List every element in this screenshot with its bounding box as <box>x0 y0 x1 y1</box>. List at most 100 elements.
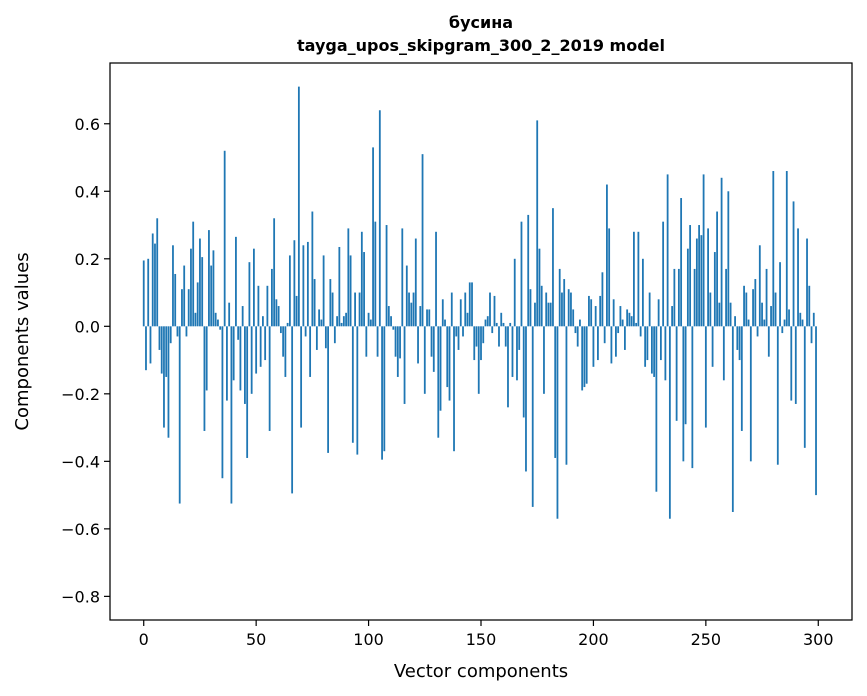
bar-80 <box>322 255 325 327</box>
bar-251 <box>707 228 709 327</box>
bar-120 <box>412 292 415 327</box>
bar-42 <box>237 326 240 340</box>
bar-172 <box>529 289 532 327</box>
bar-106 <box>381 326 383 460</box>
bar-264 <box>736 326 739 350</box>
bar-71 <box>302 245 305 327</box>
bar-166 <box>516 326 518 381</box>
bar-282 <box>776 326 779 465</box>
bar-52 <box>259 326 262 367</box>
bar-26 <box>201 257 204 327</box>
bar-268 <box>745 292 748 327</box>
bar-100 <box>367 312 370 327</box>
bar-235 <box>671 306 674 327</box>
bar-250 <box>704 326 707 428</box>
bar-125 <box>423 326 426 394</box>
bar-51 <box>257 285 260 327</box>
bar-238 <box>677 268 680 327</box>
bar-271 <box>752 289 754 327</box>
bar-54 <box>264 326 267 361</box>
bar-160 <box>502 322 505 327</box>
bar-195 <box>581 326 584 391</box>
bar-237 <box>675 326 678 421</box>
bar-244 <box>691 326 694 469</box>
bar-286 <box>785 171 788 327</box>
bar-241 <box>684 326 687 425</box>
bar-118 <box>408 292 410 327</box>
bar-1 <box>145 326 147 371</box>
bar-243 <box>689 225 692 327</box>
bar-266 <box>740 326 743 431</box>
bar-18 <box>183 265 186 327</box>
x-tick-label: 100 <box>353 630 384 649</box>
bar-236 <box>673 268 676 327</box>
bar-240 <box>682 326 685 462</box>
bar-13 <box>172 245 174 327</box>
bar-35 <box>221 326 224 479</box>
bar-5 <box>154 243 156 327</box>
bar-270 <box>749 326 752 462</box>
bar-157 <box>495 322 498 327</box>
bar-76 <box>313 279 316 327</box>
bar-126 <box>426 309 428 327</box>
bar-91 <box>347 228 350 327</box>
bar-75 <box>311 211 314 327</box>
plot-frame <box>109 62 853 621</box>
bar-156 <box>493 295 496 327</box>
bar-295 <box>806 238 808 327</box>
bar-60 <box>277 306 280 327</box>
bar-27 <box>203 326 206 431</box>
bar-294 <box>803 326 806 448</box>
bar-167 <box>518 326 521 350</box>
bar-23 <box>194 312 197 327</box>
bar-53 <box>262 316 264 327</box>
bar-37 <box>226 326 228 401</box>
bar-179 <box>545 292 548 327</box>
bar-131 <box>437 326 440 438</box>
bar-183 <box>554 326 557 458</box>
bar-176 <box>538 248 541 327</box>
bar-145 <box>468 282 471 327</box>
bar-146 <box>471 282 473 327</box>
bar-15 <box>176 326 179 337</box>
bar-87 <box>338 246 341 327</box>
bar-209 <box>612 299 615 327</box>
bar-165 <box>513 258 516 327</box>
bar-242 <box>686 248 689 327</box>
bar-204 <box>601 272 604 327</box>
bar-256 <box>718 302 721 327</box>
chart-subtitle: tayga_upos_skipgram_300_2_2019 model <box>297 36 665 55</box>
bar-77 <box>315 326 318 350</box>
bar-187 <box>563 279 566 327</box>
bar-280 <box>772 171 775 327</box>
bar-114 <box>399 326 401 359</box>
bar-231 <box>662 221 665 327</box>
bar-61 <box>279 326 282 334</box>
bar-55 <box>266 285 269 327</box>
bar-121 <box>414 238 417 327</box>
bar-287 <box>788 309 790 327</box>
bar-289 <box>792 201 795 327</box>
bar-206 <box>606 184 608 327</box>
y-axis-label: Components values <box>12 252 33 430</box>
bar-229 <box>657 299 660 327</box>
bar-102 <box>372 147 374 327</box>
bar-226 <box>650 326 653 374</box>
bar-11 <box>167 326 170 438</box>
bar-129 <box>432 326 435 372</box>
bar-136 <box>448 326 451 401</box>
bar-249 <box>702 174 705 327</box>
bar-261 <box>729 302 732 327</box>
bar-119 <box>410 302 413 327</box>
bar-217 <box>630 316 633 327</box>
bar-153 <box>486 316 489 327</box>
y-tick-label: −0.4 <box>61 452 100 471</box>
bar-112 <box>394 326 397 357</box>
x-tick-label: 300 <box>803 630 834 649</box>
bar-20 <box>187 289 190 327</box>
bar-6 <box>156 218 159 327</box>
bar-88 <box>340 322 343 327</box>
bar-258 <box>722 326 725 381</box>
y-tick-label: −0.8 <box>61 587 100 606</box>
bar-255 <box>716 211 718 327</box>
